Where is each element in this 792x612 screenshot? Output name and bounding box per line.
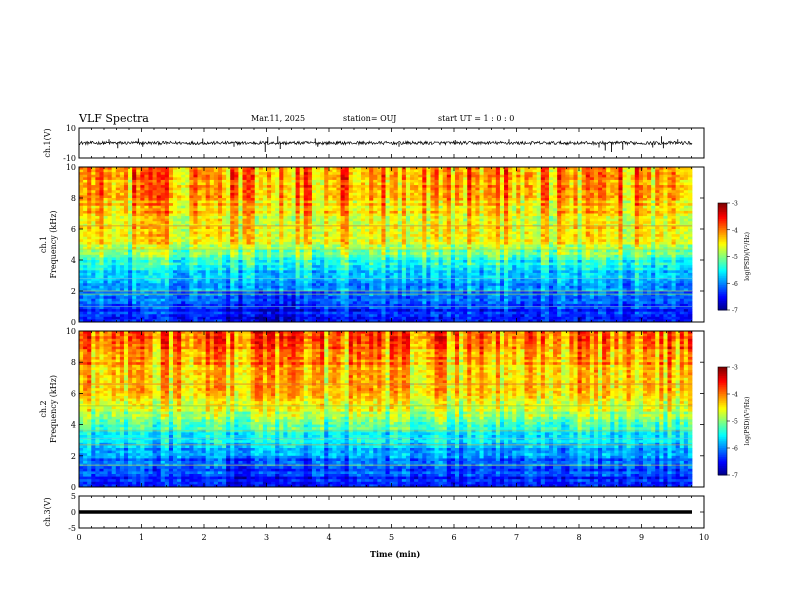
x-tick-label: 9 — [639, 533, 644, 542]
station-label: station= OUJ — [343, 114, 397, 123]
date-label: Mar.11, 2025 — [251, 114, 306, 123]
colorbar-tick-label: -6 — [732, 446, 738, 453]
colorbar-1 — [718, 203, 727, 311]
frequency-ylabel: Frequency (kHz) — [49, 210, 58, 278]
spectrogram-2 — [79, 331, 693, 488]
ch1-label: ch.1 — [39, 236, 48, 253]
x-tick-label: 1 — [139, 533, 144, 542]
ch3-tick-label: -5 — [68, 524, 76, 533]
colorbar-tick-label: -4 — [732, 392, 738, 399]
x-tick-label: 5 — [389, 533, 394, 542]
colorbar-2 — [718, 367, 727, 476]
x-tick-label: 2 — [201, 533, 206, 542]
colorbar-label: log(PSD)(V²/Hz) — [744, 397, 751, 446]
ch2-freq-tick-label: 10 — [66, 327, 76, 336]
colorbar-tick-label: -7 — [732, 308, 738, 315]
colorbar-tick-label: -7 — [732, 473, 738, 480]
colorbar-tick-label: -4 — [732, 227, 738, 234]
ch1-freq-tick-label: 6 — [71, 225, 76, 234]
ch1-freq-tick-label: 4 — [71, 256, 76, 265]
ch2-freq-tick-label: 4 — [71, 421, 76, 430]
colorbar-tick-label: -5 — [732, 419, 738, 426]
start-time-label: start UT = 1 : 0 : 0 — [438, 114, 515, 123]
ch2-label: ch.2 — [39, 400, 48, 417]
x-tick-label: 7 — [514, 533, 519, 542]
colorbar-tick-label: -3 — [732, 365, 738, 372]
x-tick-label: 4 — [326, 533, 331, 542]
ch1-freq-tick-label: 10 — [66, 163, 76, 172]
colorbar-tick-label: -6 — [732, 281, 738, 288]
x-tick-label: 3 — [264, 533, 269, 542]
colorbar-tick-label: -5 — [732, 254, 738, 261]
x-axis-label: Time (min) — [370, 549, 421, 559]
ch1-waveform-ylabel: ch.1(V) — [43, 128, 52, 157]
ch1-freq-tick-label: 0 — [71, 318, 76, 327]
x-tick-label: 8 — [576, 533, 581, 542]
ch3-tick-label: 5 — [71, 492, 76, 501]
colorbar-tick-label: -3 — [732, 201, 738, 208]
spectrogram-1 — [79, 167, 693, 323]
figure-title: VLF Spectra — [79, 112, 149, 125]
ch1-freq-tick-label: 8 — [71, 194, 76, 203]
ch2-freq-tick-label: 2 — [71, 452, 76, 461]
ch1-tick-label: -10 — [63, 154, 76, 163]
ch2-freq-tick-label: 0 — [71, 483, 76, 492]
ch1-tick-label: 10 — [66, 124, 76, 133]
ch3-waveform-ylabel: ch.3(V) — [43, 497, 52, 526]
ch2-freq-tick-label: 6 — [71, 389, 76, 398]
x-tick-label: 0 — [76, 533, 81, 542]
colorbar-label: log(PSD)(V²/Hz) — [744, 232, 751, 281]
x-tick-label: 6 — [451, 533, 456, 542]
ch1-freq-tick-label: 2 — [71, 287, 76, 296]
ch1-waveform-line — [79, 140, 693, 146]
ch2-freq-tick-label: 8 — [71, 358, 76, 367]
ch3-tick-label: 0 — [71, 508, 76, 517]
x-tick-label: 10 — [699, 533, 709, 542]
frequency-ylabel: Frequency (kHz) — [49, 375, 58, 443]
